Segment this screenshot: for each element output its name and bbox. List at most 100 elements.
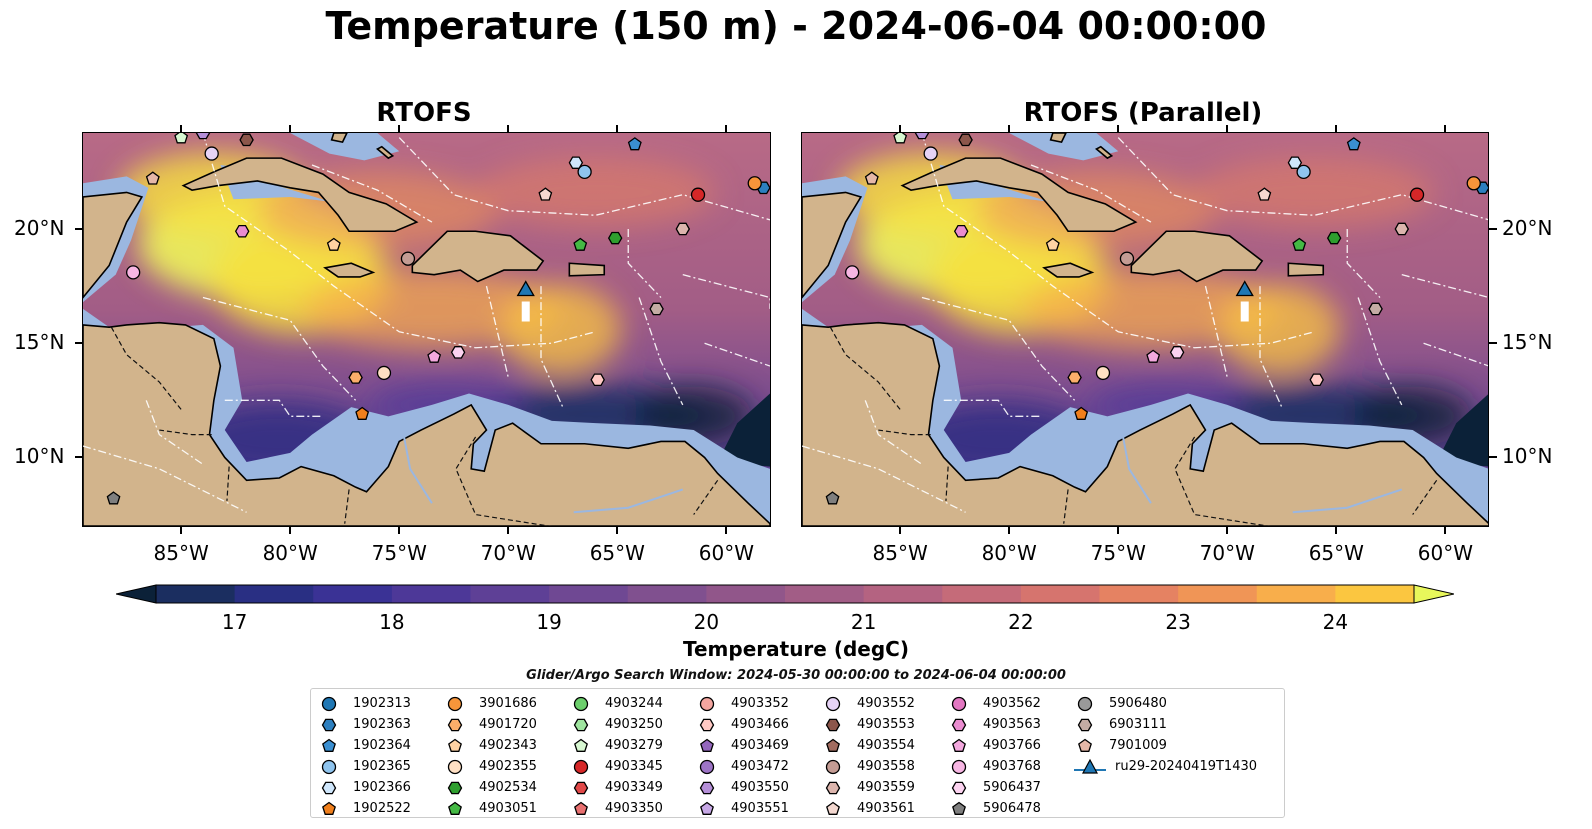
legend-item-float[interactable]: 4903349	[569, 777, 663, 798]
legend-item-glider[interactable]: ru29-20240419T1430	[1073, 756, 1257, 777]
float-4902534-marker[interactable]	[1326, 231, 1342, 245]
float-5906437-marker[interactable]	[1169, 346, 1185, 359]
float-4903768-marker[interactable]	[845, 265, 860, 280]
float-4903345-marker[interactable]	[1409, 187, 1425, 202]
lon-tick-label: 75°W	[1090, 541, 1146, 565]
float-4903766-marker[interactable]	[1146, 349, 1161, 363]
legend-item-float[interactable]: 4903552	[821, 693, 915, 714]
float-4903550-marker[interactable]	[914, 133, 930, 140]
float-6903111-marker[interactable]	[1368, 302, 1383, 316]
float-4902534-marker[interactable]	[607, 231, 623, 245]
legend-item-float[interactable]: 1902366	[317, 777, 411, 798]
map-rtofs[interactable]	[83, 133, 770, 526]
float-1902366-marker[interactable]	[568, 156, 584, 169]
float-4903559-marker[interactable]	[1394, 222, 1410, 236]
float-4903550-marker[interactable]	[195, 133, 211, 140]
float-4903558-marker[interactable]	[1119, 251, 1135, 266]
float-4903051-marker[interactable]	[1292, 237, 1307, 251]
legend-item-float[interactable]: 4903051	[443, 798, 537, 819]
float-5906478-marker[interactable]	[825, 491, 840, 505]
legend-label: 4903558	[857, 759, 915, 774]
float-5906478-marker[interactable]	[106, 491, 121, 505]
legend-item-float[interactable]: 4903562	[947, 693, 1041, 714]
legend-item-float[interactable]: 4902343	[443, 735, 537, 756]
float-4903563-marker[interactable]	[953, 224, 969, 238]
float-1902364-marker[interactable]	[1346, 137, 1361, 151]
float-1902365-marker[interactable]	[577, 164, 592, 179]
float-3901686-marker[interactable]	[747, 176, 762, 191]
colorbar-tick-label: 19	[536, 610, 562, 634]
map-rtofs-parallel[interactable]	[802, 133, 1488, 526]
legend-item-float[interactable]: 4903350	[569, 798, 663, 819]
legend-item-float[interactable]: 4902355	[443, 756, 537, 777]
legend-item-float[interactable]: 4903551	[695, 798, 789, 819]
float-4903466-marker[interactable]	[590, 373, 605, 387]
legend-item-float[interactable]: 1902363	[317, 714, 411, 735]
float-4901720-marker[interactable]	[348, 371, 363, 384]
legend-item-float[interactable]: 4903466	[695, 714, 789, 735]
legend-item-float[interactable]: 7901009	[1073, 735, 1257, 756]
legend-item-float[interactable]: 4903766	[947, 735, 1041, 756]
float-1902365-marker[interactable]	[1296, 164, 1311, 179]
legend-item-float[interactable]: 5906478	[947, 798, 1041, 819]
legend-item-float[interactable]: 6903111	[1073, 714, 1257, 735]
legend-item-float[interactable]: 4903553	[821, 714, 915, 735]
float-6903111-marker[interactable]	[649, 302, 664, 316]
float-4902343-marker[interactable]	[326, 237, 341, 251]
float-4903345-marker[interactable]	[690, 187, 706, 202]
float-4901720-marker[interactable]	[1067, 371, 1082, 384]
legend-item-float[interactable]: 4903768	[947, 756, 1041, 777]
legend-item-float[interactable]: 3901686	[443, 693, 537, 714]
legend-item-float[interactable]: 4903345	[569, 756, 663, 777]
legend-item-float[interactable]: 4903279	[569, 735, 663, 756]
legend-item-float[interactable]: 4903469	[695, 735, 789, 756]
float-7901009-marker[interactable]	[145, 171, 160, 185]
float-5906437-marker[interactable]	[450, 346, 466, 359]
float-4903558-marker[interactable]	[400, 251, 416, 266]
float-1902366-marker[interactable]	[1287, 156, 1303, 169]
float-4903559-marker[interactable]	[675, 222, 691, 236]
glider-marker[interactable]	[1235, 280, 1254, 297]
legend-item-float[interactable]: 5906480	[1073, 693, 1257, 714]
legend-column: 1902313 1902363 1902364 1902365 1902366 19025…	[317, 693, 411, 819]
legend-item-float[interactable]: 4903554	[821, 735, 915, 756]
legend-item-float[interactable]: 4903244	[569, 693, 663, 714]
float-1902522-marker[interactable]	[355, 406, 370, 420]
legend-item-float[interactable]: 4903472	[695, 756, 789, 777]
float-4903561-marker[interactable]	[538, 187, 553, 201]
legend-item-float[interactable]: 1902522	[317, 798, 411, 819]
float-4903466-marker[interactable]	[1309, 373, 1324, 387]
legend-item-float[interactable]: 4901720	[443, 714, 537, 735]
float-4903279-marker[interactable]	[893, 133, 908, 144]
float-1902522-marker[interactable]	[1074, 406, 1089, 420]
float-4902343-marker[interactable]	[1045, 237, 1060, 251]
float-4902355-marker[interactable]	[376, 365, 392, 381]
legend-item-float[interactable]: 4903559	[821, 777, 915, 798]
float-4903553-marker[interactable]	[239, 133, 254, 147]
legend-item-float[interactable]: 4903250	[569, 714, 663, 735]
float-4903553-marker[interactable]	[958, 133, 973, 147]
float-4903768-marker[interactable]	[126, 265, 141, 280]
float-4903552-marker[interactable]	[923, 146, 938, 161]
legend-item-float[interactable]: 4903352	[695, 693, 789, 714]
float-7901009-marker[interactable]	[864, 171, 879, 185]
float-3901686-marker[interactable]	[1466, 176, 1481, 191]
legend-item-float[interactable]: 5906437	[947, 777, 1041, 798]
legend-item-float[interactable]: 4903550	[695, 777, 789, 798]
float-4903766-marker[interactable]	[427, 349, 442, 363]
legend-item-float[interactable]: 4902534	[443, 777, 537, 798]
float-1902364-marker[interactable]	[627, 137, 642, 151]
legend-item-float[interactable]: 1902313	[317, 693, 411, 714]
float-4903552-marker[interactable]	[204, 146, 219, 161]
float-4903561-marker[interactable]	[1257, 187, 1272, 201]
legend-item-float[interactable]: 4903561	[821, 798, 915, 819]
glider-marker[interactable]	[516, 280, 535, 297]
legend-item-float[interactable]: 4903558	[821, 756, 915, 777]
legend-item-float[interactable]: 1902365	[317, 756, 411, 777]
float-4903563-marker[interactable]	[234, 224, 250, 238]
float-4903279-marker[interactable]	[174, 133, 189, 144]
legend-item-float[interactable]: 1902364	[317, 735, 411, 756]
float-4903051-marker[interactable]	[573, 237, 588, 251]
float-4902355-marker[interactable]	[1095, 365, 1111, 381]
legend-item-float[interactable]: 4903563	[947, 714, 1041, 735]
